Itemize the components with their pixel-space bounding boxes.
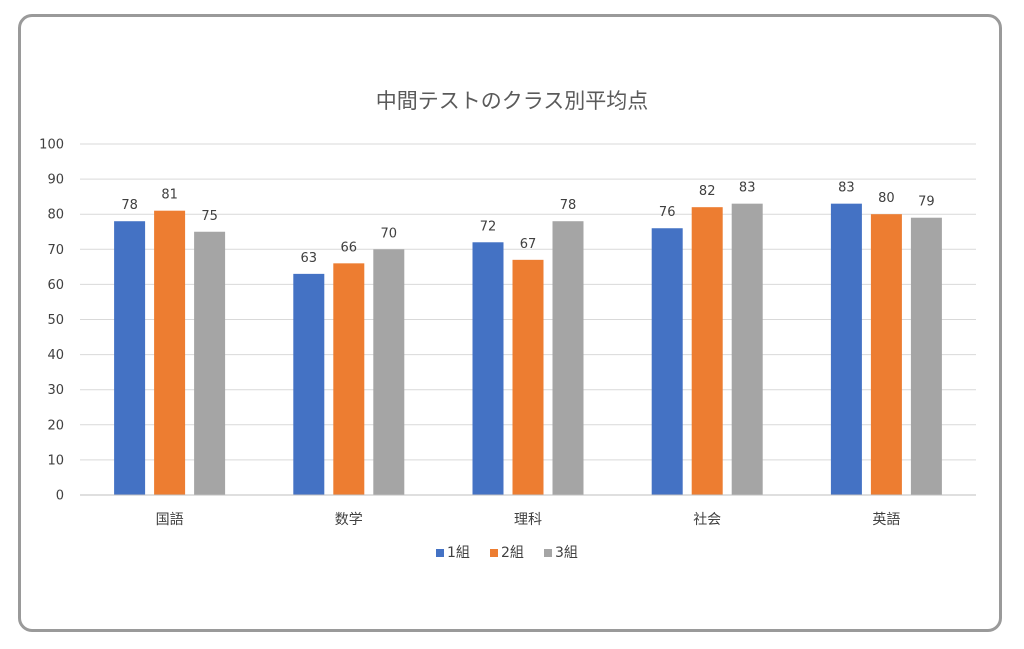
bar [512, 259, 544, 495]
chart-title: 中間テストのクラス別平均点 [376, 89, 649, 113]
y-tick-label: 10 [47, 453, 64, 468]
y-tick-label: 30 [47, 383, 64, 398]
bar [472, 242, 504, 495]
data-label: 83 [838, 181, 855, 196]
bar [293, 273, 325, 495]
y-tick-label: 80 [47, 208, 64, 223]
data-label: 70 [381, 226, 398, 241]
legend-swatch [544, 549, 552, 557]
y-tick-label: 40 [47, 348, 64, 363]
data-label: 78 [121, 198, 138, 213]
data-label: 79 [918, 195, 935, 210]
data-label: 67 [520, 237, 537, 252]
legend-swatch [436, 549, 444, 557]
x-tick-label: 理科 [514, 512, 542, 528]
data-label: 63 [301, 251, 318, 266]
data-label: 78 [560, 198, 577, 213]
y-tick-label: 100 [39, 138, 64, 153]
bar [114, 221, 146, 495]
bar [691, 207, 723, 495]
bar [552, 221, 584, 495]
data-label: 66 [341, 240, 358, 255]
bar [651, 228, 683, 496]
legend-label: 3組 [555, 545, 578, 561]
data-label: 72 [480, 219, 497, 234]
legend: 1組 2組 3組 [436, 545, 578, 561]
x-tick-label: 国語 [156, 512, 184, 528]
y-axis: 0 10 20 30 40 50 60 70 80 90 100 [39, 138, 64, 504]
data-label: 82 [699, 184, 716, 199]
legend-label: 2組 [501, 545, 524, 561]
y-tick-label: 90 [47, 173, 64, 188]
data-label: 76 [659, 205, 676, 220]
y-tick-label: 20 [47, 418, 64, 433]
gridlines [80, 143, 976, 461]
bar [910, 217, 942, 495]
bar [154, 210, 186, 495]
bar [373, 249, 405, 495]
bar [333, 263, 365, 495]
bar [870, 214, 902, 495]
bar [194, 231, 226, 495]
bar [731, 203, 763, 496]
data-label: 80 [878, 191, 895, 206]
y-tick-label: 0 [56, 489, 64, 504]
y-tick-label: 50 [47, 313, 64, 328]
data-label: 83 [739, 181, 756, 196]
x-axis: 国語 数学 理科 社会 英語 [80, 494, 976, 528]
bars: 78 81 75 63 66 70 72 67 78 76 82 83 83 80 79 [114, 181, 942, 496]
x-tick-label: 英語 [872, 511, 900, 528]
data-label: 75 [201, 209, 218, 224]
x-tick-label: 社会 [693, 512, 721, 528]
x-tick-label: 数学 [335, 512, 363, 528]
data-label: 81 [161, 188, 178, 203]
legend-swatch [490, 549, 498, 557]
y-tick-label: 70 [47, 243, 64, 258]
y-tick-label: 60 [47, 278, 64, 293]
bar [830, 203, 862, 496]
legend-label: 1組 [447, 545, 470, 561]
